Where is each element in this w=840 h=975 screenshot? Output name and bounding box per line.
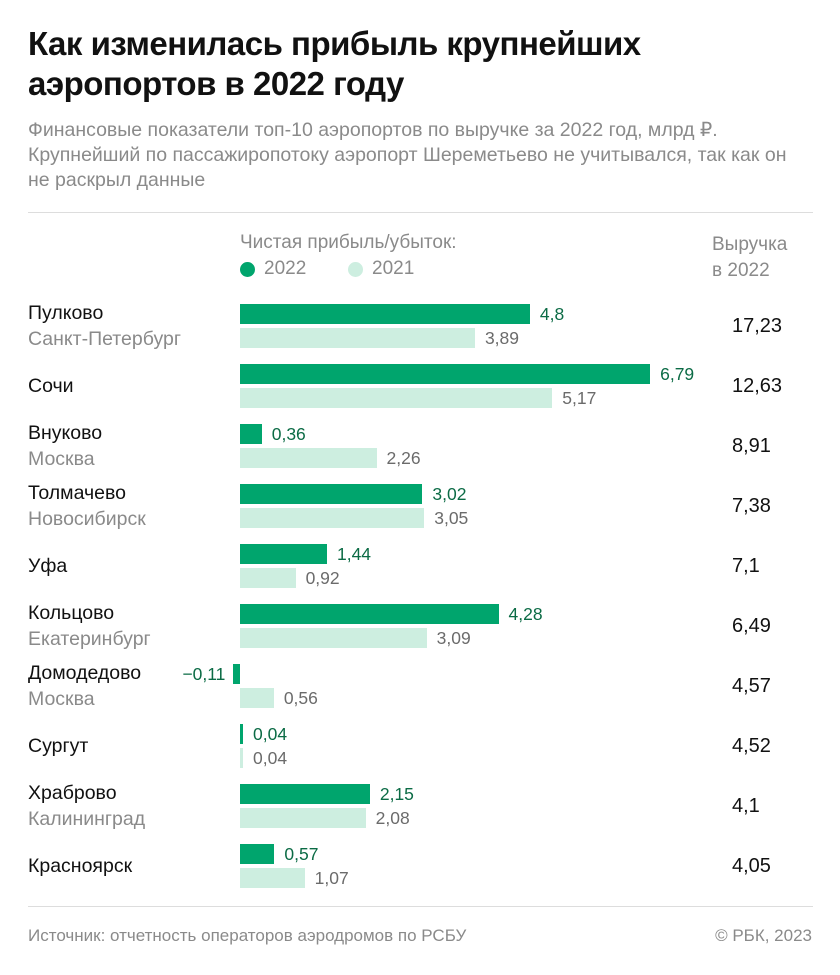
bar-2021 bbox=[240, 568, 296, 588]
value-label-2022: 3,02 bbox=[432, 484, 467, 504]
bar-2022 bbox=[240, 544, 327, 564]
bar-2022 bbox=[240, 604, 499, 624]
value-label-2021: 0,56 bbox=[283, 688, 318, 708]
airport-name: Пулково bbox=[28, 302, 104, 324]
airport-name: Храброво bbox=[28, 782, 117, 804]
bar-2021 bbox=[240, 628, 427, 648]
airport-city: Москва bbox=[28, 688, 95, 710]
value-label-2022: 0,04 bbox=[253, 724, 288, 744]
airport-name: Сочи bbox=[28, 375, 74, 397]
bar-2021 bbox=[240, 448, 377, 468]
value-label-2021: 3,05 bbox=[434, 508, 469, 528]
bar-2022 bbox=[240, 364, 651, 384]
airport-name: Уфа bbox=[28, 555, 68, 577]
airport-name: Сургут bbox=[28, 735, 89, 757]
revenue-header: Выручка в 2022 bbox=[712, 234, 788, 281]
revenue-value: 6,49 bbox=[732, 615, 771, 637]
revenue-value: 4,05 bbox=[732, 855, 771, 877]
value-label-2022: 0,57 bbox=[284, 844, 319, 864]
legend-item-2021: 2021 bbox=[348, 258, 414, 280]
legend-dot-2022 bbox=[240, 261, 255, 277]
legend-label-2021: 2021 bbox=[372, 258, 415, 279]
legend-title: Чистая прибыль/убыток: bbox=[240, 232, 457, 253]
value-label-2022: 2,15 bbox=[379, 784, 414, 804]
revenue-value: 8,91 bbox=[732, 435, 771, 457]
value-label-2022: 4,8 bbox=[539, 304, 565, 324]
bar-2022 bbox=[240, 484, 423, 504]
bar-2021 bbox=[240, 328, 475, 348]
copyright: © РБК, 2023 bbox=[715, 926, 812, 945]
revenue-value: 7,38 bbox=[732, 495, 771, 517]
revenue-value: 17,23 bbox=[732, 315, 783, 337]
bar-2022 bbox=[240, 304, 530, 324]
value-label-2021: 2,08 bbox=[375, 808, 410, 828]
bar-2021 bbox=[240, 808, 366, 828]
chart-title: Как изменилась прибыль крупнейших аэропо… bbox=[28, 25, 641, 102]
source-note: Источник: отчетность операторов аэродром… bbox=[28, 926, 467, 945]
value-label-2021: 1,07 bbox=[314, 868, 349, 888]
bar-2021 bbox=[240, 388, 553, 408]
bar-2022 bbox=[240, 784, 370, 804]
bar-2021 bbox=[240, 508, 425, 528]
bar-2022 bbox=[233, 664, 240, 684]
bar-2022 bbox=[240, 844, 275, 864]
airport-name: Толмачево bbox=[28, 482, 126, 504]
bar-2022 bbox=[240, 424, 262, 444]
revenue-value: 12,63 bbox=[732, 375, 783, 397]
airport-city: Калининград bbox=[28, 808, 146, 830]
value-label-2022: 0,36 bbox=[271, 424, 306, 444]
airport-name: Внуково bbox=[28, 422, 103, 444]
legend-item-2022: 2022 bbox=[240, 258, 306, 280]
bar-2022 bbox=[240, 724, 243, 744]
airport-city: Екатеринбург bbox=[28, 628, 151, 650]
divider bbox=[28, 906, 813, 907]
value-label-2021: 5,17 bbox=[562, 388, 597, 408]
chart-subtitle: Финансовые показатели топ-10 аэропортов … bbox=[28, 119, 787, 191]
value-label-2021: 2,26 bbox=[386, 448, 421, 468]
value-label-2021: 3,09 bbox=[436, 628, 471, 648]
bar-2021 bbox=[240, 868, 305, 888]
value-label-2022: 4,28 bbox=[508, 604, 543, 624]
value-label-2022: 6,79 bbox=[660, 364, 695, 384]
value-label-2021: 0,92 bbox=[305, 568, 340, 588]
airport-name: Домодедово bbox=[28, 662, 142, 684]
revenue-value: 4,52 bbox=[732, 735, 771, 757]
bar-2021 bbox=[240, 748, 243, 768]
legend-dot-2021 bbox=[348, 261, 363, 277]
bar-2021 bbox=[240, 688, 274, 708]
value-label-2021: 3,89 bbox=[484, 328, 520, 348]
airport-name: Красноярск bbox=[28, 855, 133, 877]
value-label-2021: 0,04 bbox=[253, 748, 288, 768]
divider bbox=[28, 212, 813, 213]
revenue-value: 7,1 bbox=[732, 555, 760, 577]
revenue-value: 4,57 bbox=[732, 675, 771, 697]
airport-city: Санкт-Петербург bbox=[28, 328, 181, 350]
airport-city: Москва bbox=[28, 448, 95, 470]
value-label-2022: 1,44 bbox=[336, 544, 372, 564]
airport-name: Кольцово bbox=[28, 602, 115, 624]
airport-city: Новосибирск bbox=[28, 508, 146, 530]
value-label-2022: −0,11 bbox=[182, 664, 226, 684]
legend-label-2022: 2022 bbox=[264, 258, 307, 279]
revenue-value: 4,1 bbox=[732, 795, 760, 817]
